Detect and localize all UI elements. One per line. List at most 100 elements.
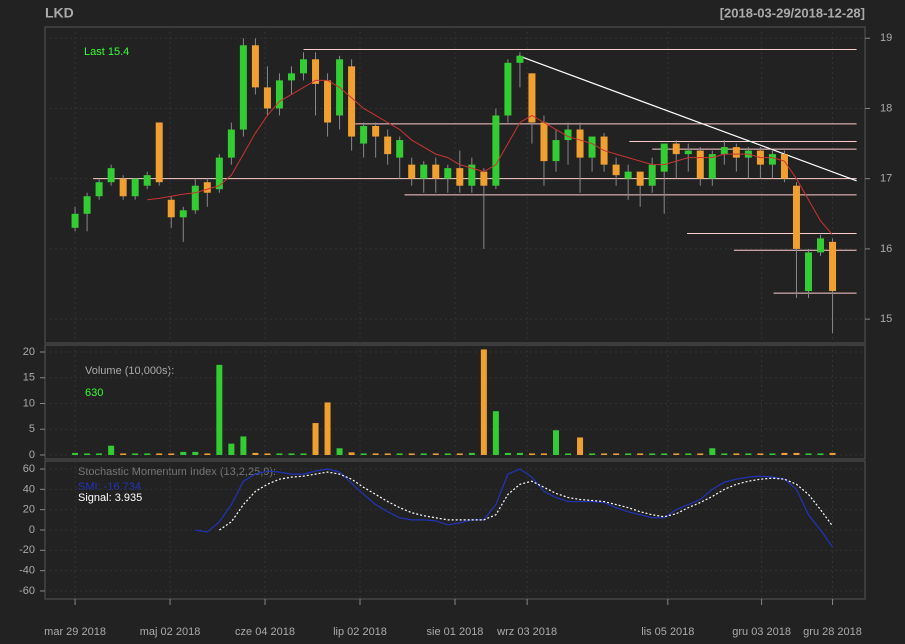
volume-bar <box>805 453 812 455</box>
y-tick-label: 15 <box>880 313 892 325</box>
signal-legend: Signal: 3.935 <box>78 492 142 504</box>
volume-bar <box>601 453 608 455</box>
candle-body <box>420 164 428 179</box>
candle-body <box>396 140 404 158</box>
volume-bar <box>240 436 247 455</box>
volume-bar <box>144 453 151 455</box>
candle-body <box>107 168 115 183</box>
volume-bar <box>577 437 584 455</box>
y-tick-label: 0 <box>29 449 35 461</box>
candle-body <box>612 164 620 176</box>
candle-body <box>83 196 91 214</box>
x-tick-label: sie 01 2018 <box>427 626 484 638</box>
y-tick-label: 20 <box>23 346 35 358</box>
volume-bar <box>300 453 307 455</box>
volume-bar <box>468 452 475 455</box>
volume-bar <box>108 445 115 455</box>
y-tick-label: 5 <box>29 423 35 435</box>
series-line <box>219 471 834 531</box>
volume-bar <box>348 452 355 455</box>
trend-line <box>518 55 857 182</box>
y-tick-label: 40 <box>23 483 35 495</box>
volume-bar <box>589 453 596 455</box>
y-tick-label: 18 <box>880 102 892 114</box>
volume-bar <box>252 452 259 455</box>
volume-bar <box>276 453 283 455</box>
volume-bar <box>396 453 403 455</box>
y-tick-label: -20 <box>19 544 35 556</box>
candle-body <box>239 45 247 130</box>
candle-body <box>720 147 728 155</box>
candle-body <box>408 164 416 179</box>
candle-body <box>672 143 680 155</box>
candle-body <box>768 154 776 165</box>
volume-bar <box>444 453 451 455</box>
candle-body <box>444 168 452 179</box>
candle-body <box>300 59 308 74</box>
candle-body <box>360 126 368 144</box>
y-tick-label: 20 <box>23 504 35 516</box>
volume-bar <box>709 448 716 455</box>
volume-last: 630 <box>85 387 103 399</box>
candle-body <box>636 171 644 186</box>
sma-line <box>147 79 833 236</box>
volume-bar <box>204 453 211 455</box>
candle-body <box>324 80 332 123</box>
candle-body <box>191 185 199 211</box>
date-range: [2018-03-29/2018-12-28] <box>720 5 865 20</box>
candle-body <box>372 126 380 137</box>
candle-body <box>468 164 476 186</box>
volume-bar <box>156 453 163 455</box>
y-tick-label: 60 <box>23 463 35 475</box>
candle-body <box>780 154 788 179</box>
candle-body <box>227 129 235 158</box>
candle-body <box>384 136 392 155</box>
candle-body <box>287 73 295 81</box>
x-tick-label: lip 02 2018 <box>333 626 387 638</box>
candle-body <box>432 164 440 179</box>
volume-bar <box>528 453 535 455</box>
candle-body <box>829 241 837 292</box>
volume-bar <box>516 452 523 455</box>
y-tick-label: -60 <box>19 585 35 597</box>
candle-body <box>528 73 536 123</box>
volume-bar <box>288 453 295 455</box>
volume-bar <box>829 452 836 455</box>
volume-bar <box>745 453 752 455</box>
volume-bar <box>781 452 788 455</box>
y-tick-label: -40 <box>19 565 35 577</box>
volume-bar <box>84 453 91 455</box>
y-tick-label: 15 <box>23 372 35 384</box>
volume-bar <box>420 453 427 455</box>
volume-bar <box>637 453 644 455</box>
y-tick-label: 10 <box>23 397 35 409</box>
candle-body <box>817 238 825 253</box>
series-line <box>195 468 834 548</box>
volume-bar <box>661 453 668 455</box>
volume-bar <box>408 453 415 455</box>
volume-bar <box>817 453 824 455</box>
x-tick-label: maj 02 2018 <box>140 626 201 638</box>
candle-body <box>804 252 812 292</box>
candle-body <box>648 164 656 186</box>
candle-body <box>516 55 524 63</box>
volume-bar <box>757 453 764 455</box>
volume-bar <box>336 448 343 455</box>
candle-body <box>71 213 79 228</box>
x-tick-label: mar 29 2018 <box>44 626 106 638</box>
volume-bar <box>372 453 379 455</box>
volume-bar <box>649 453 656 455</box>
candle-body <box>263 87 271 109</box>
volume-bar <box>228 443 235 455</box>
y-tick-label: 16 <box>880 243 892 255</box>
candle-body <box>131 178 139 197</box>
volume-bar <box>721 453 728 455</box>
candle-body <box>660 143 668 172</box>
volume-bar <box>697 453 704 455</box>
volume-bar <box>565 453 572 455</box>
candle-body <box>684 150 692 155</box>
candle-body <box>179 210 187 218</box>
candle-body <box>732 147 740 158</box>
